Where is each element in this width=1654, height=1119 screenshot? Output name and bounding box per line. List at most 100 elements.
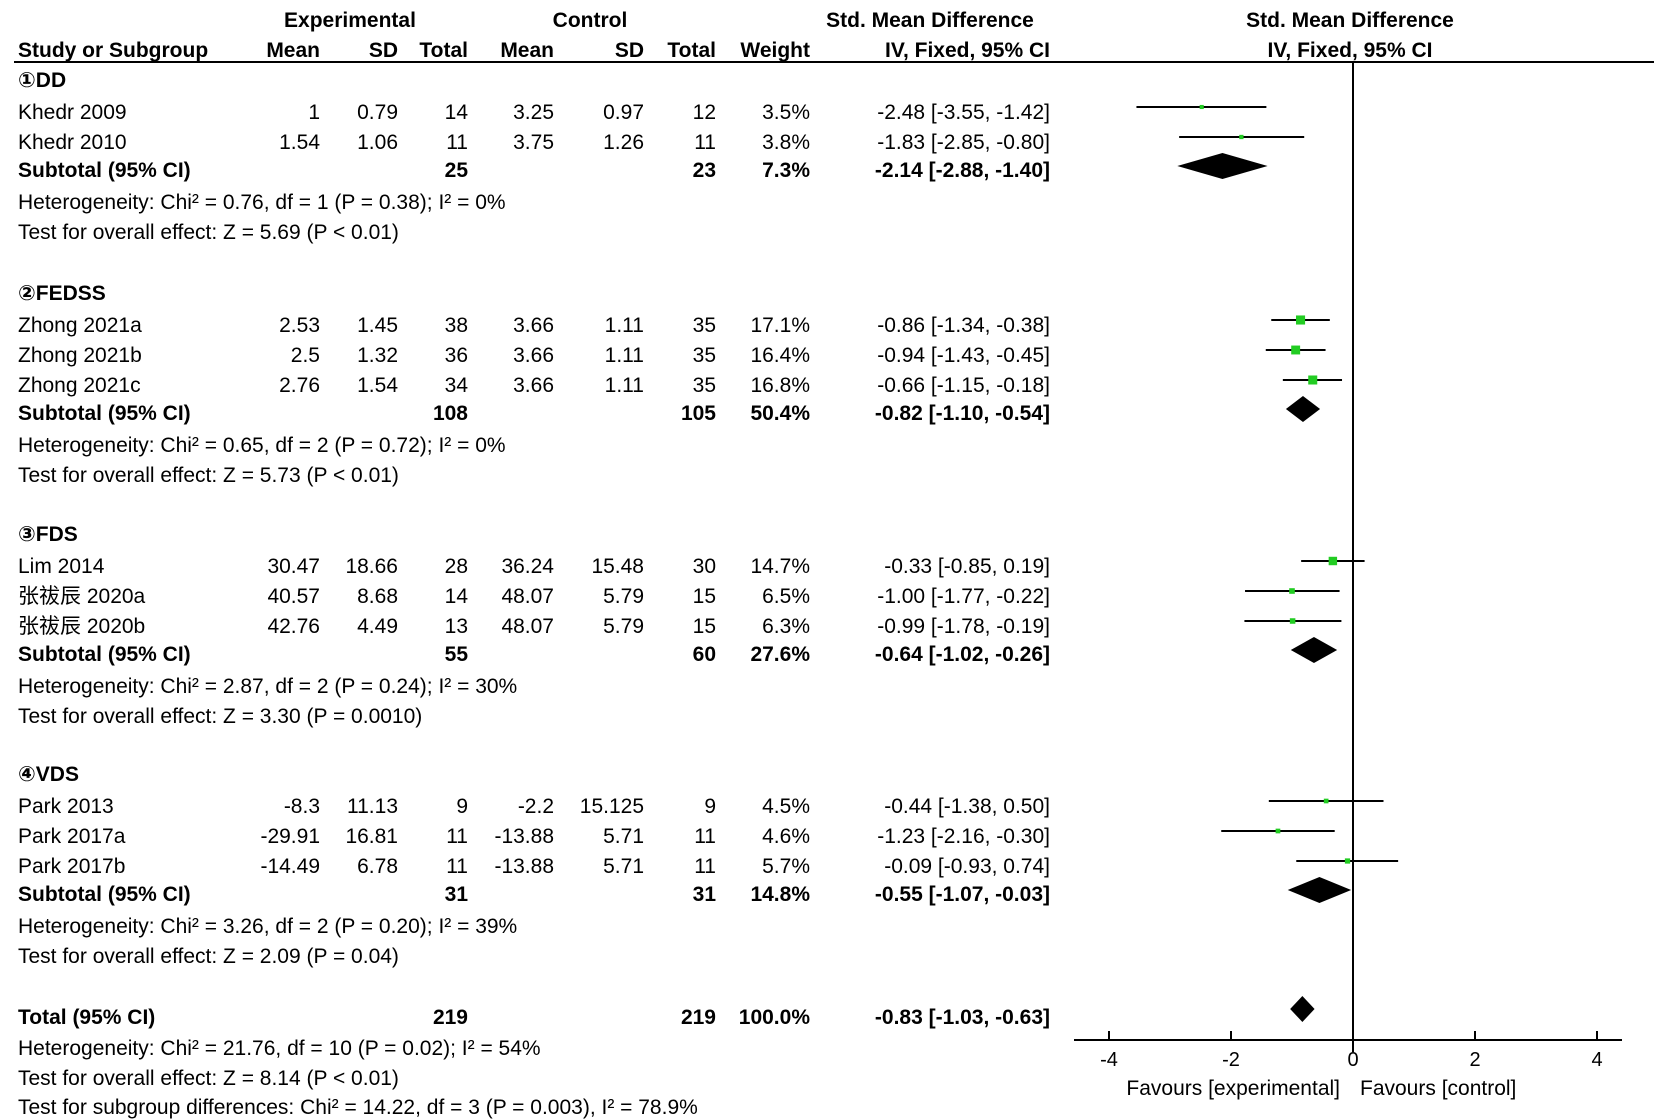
study-sd-c: 5.79 xyxy=(603,615,644,638)
subgroup-heterogeneity: Heterogeneity: Chi² = 0.76, df = 1 (P = … xyxy=(18,191,506,214)
study-mean-e: 2.76 xyxy=(279,374,320,397)
study-name: Khedr 2009 xyxy=(18,101,127,124)
study-mean-c: 3.66 xyxy=(513,314,554,337)
study-weight: 6.3% xyxy=(762,615,810,638)
study-ci: -0.33 [-0.85, 0.19] xyxy=(884,555,1050,578)
subtotal-total-c: 60 xyxy=(692,643,716,666)
study-n-e: 11 xyxy=(446,855,468,878)
study-mean-e: -8.3 xyxy=(283,795,320,818)
study-sd-c: 1.11 xyxy=(604,344,644,367)
header-effect-title: Std. Mean Difference xyxy=(826,9,1034,32)
study-point-marker xyxy=(1344,858,1351,864)
study-weight: 3.8% xyxy=(762,131,810,154)
study-sd-c: 0.97 xyxy=(603,101,644,124)
study-n-c: 11 xyxy=(694,131,716,154)
study-name: Lim 2014 xyxy=(18,555,105,578)
study-ci: -0.99 [-1.78, -0.19] xyxy=(877,615,1050,638)
subgroup-title: ④VDS xyxy=(18,763,79,786)
subgroup-differences: Test for subgroup differences: Chi² = 14… xyxy=(18,1096,698,1119)
subtotal-label: Subtotal (95% CI) xyxy=(18,883,191,906)
study-sd-c: 5.79 xyxy=(603,585,644,608)
study-mean-e: 2.53 xyxy=(279,314,320,337)
study-n-c: 35 xyxy=(692,314,716,337)
study-sd-c: 1.26 xyxy=(603,131,644,154)
subtotal-weight: 7.3% xyxy=(762,159,810,182)
header-sd-e: SD xyxy=(368,39,398,62)
total-ci: -0.83 [-1.03, -0.63] xyxy=(874,1006,1050,1029)
header-experimental: Experimental xyxy=(284,9,416,32)
header-plot-subtitle: IV, Fixed, 95% CI xyxy=(1267,39,1433,62)
subtotal-total-c: 23 xyxy=(692,159,716,182)
study-weight: 17.1% xyxy=(750,314,810,337)
study-sd-e: 1.06 xyxy=(357,131,398,154)
subtotal-diamond xyxy=(1287,877,1352,903)
study-ci: -2.48 [-3.55, -1.42] xyxy=(877,101,1050,124)
header-weight: Weight xyxy=(740,39,810,62)
study-mean-c: 3.25 xyxy=(513,101,554,124)
study-point-marker xyxy=(1239,134,1244,140)
subtotal-ci: -0.82 [-1.10, -0.54] xyxy=(874,402,1050,425)
x-tick-label: 2 xyxy=(1469,1049,1480,1071)
study-point-marker xyxy=(1289,618,1296,624)
header-effect-ci: IV, Fixed, 95% CI xyxy=(885,39,1050,62)
study-point-marker xyxy=(1323,798,1329,804)
study-mean-e: 1.54 xyxy=(279,131,320,154)
total-label: Total (95% CI) xyxy=(18,1006,156,1029)
study-mean-c: 3.66 xyxy=(513,374,554,397)
subgroup-heterogeneity: Heterogeneity: Chi² = 2.87, df = 2 (P = … xyxy=(18,675,518,698)
study-point-marker xyxy=(1291,345,1301,355)
header-mean-e: Mean xyxy=(266,39,320,62)
subtotal-total-e: 55 xyxy=(444,643,468,666)
study-n-c: 15 xyxy=(692,615,716,638)
study-sd-e: 1.45 xyxy=(357,314,398,337)
subtotal-total-e: 108 xyxy=(432,402,468,425)
study-mean-e: 2.5 xyxy=(290,344,320,367)
subtotal-weight: 50.4% xyxy=(750,402,810,425)
study-name: 张祓辰 2020a xyxy=(18,585,146,608)
study-sd-e: 18.66 xyxy=(345,555,398,578)
study-ci: -0.66 [-1.15, -0.18] xyxy=(877,374,1050,397)
study-sd-e: 6.78 xyxy=(357,855,398,878)
favours-control-label: Favours [control] xyxy=(1360,1077,1517,1100)
study-point-marker xyxy=(1308,375,1318,385)
study-name: Khedr 2010 xyxy=(18,131,127,154)
study-ci: -1.23 [-2.16, -0.30] xyxy=(877,825,1050,848)
study-weight: 6.5% xyxy=(762,585,810,608)
subgroup-overall-effect: Test for overall effect: Z = 5.73 (P < 0… xyxy=(18,464,399,487)
subtotal-diamond xyxy=(1285,396,1321,422)
subgroup-title: ①DD xyxy=(18,69,67,92)
subtotal-total-c: 31 xyxy=(692,883,716,906)
study-n-e: 34 xyxy=(444,374,468,397)
study-mean-e: 40.57 xyxy=(267,585,320,608)
study-n-e: 11 xyxy=(446,825,468,848)
study-mean-c: -2.2 xyxy=(517,795,554,818)
study-n-e: 14 xyxy=(444,101,468,124)
favours-experimental-label: Favours [experimental] xyxy=(1126,1077,1340,1100)
subgroup-overall-effect: Test for overall effect: Z = 2.09 (P = 0… xyxy=(18,945,399,968)
header-total-c: Total xyxy=(667,39,716,62)
subtotal-label: Subtotal (95% CI) xyxy=(18,159,191,182)
study-weight: 14.7% xyxy=(750,555,810,578)
study-mean-c: -13.88 xyxy=(494,825,554,848)
subtotal-diamond xyxy=(1177,153,1268,179)
subgroup-title: ③FDS xyxy=(18,523,78,546)
study-sd-c: 1.11 xyxy=(604,374,644,397)
study-name: Park 2017b xyxy=(18,855,126,878)
study-sd-e: 4.49 xyxy=(357,615,398,638)
study-mean-c: -13.88 xyxy=(494,855,554,878)
subtotal-total-e: 25 xyxy=(444,159,468,182)
study-name: Zhong 2021a xyxy=(18,314,142,337)
subtotal-diamond xyxy=(1290,637,1338,663)
study-n-c: 30 xyxy=(692,555,716,578)
study-n-e: 14 xyxy=(444,585,468,608)
study-n-c: 9 xyxy=(704,795,716,818)
subtotal-label: Subtotal (95% CI) xyxy=(18,402,191,425)
total-total-e: 219 xyxy=(432,1006,468,1029)
study-n-e: 11 xyxy=(446,131,468,154)
study-mean-c: 48.07 xyxy=(501,585,554,608)
header-mean-c: Mean xyxy=(500,39,554,62)
study-sd-e: 8.68 xyxy=(357,585,398,608)
overall-diamond xyxy=(1290,996,1315,1022)
study-mean-c: 36.24 xyxy=(501,555,554,578)
study-point-marker xyxy=(1275,828,1281,834)
